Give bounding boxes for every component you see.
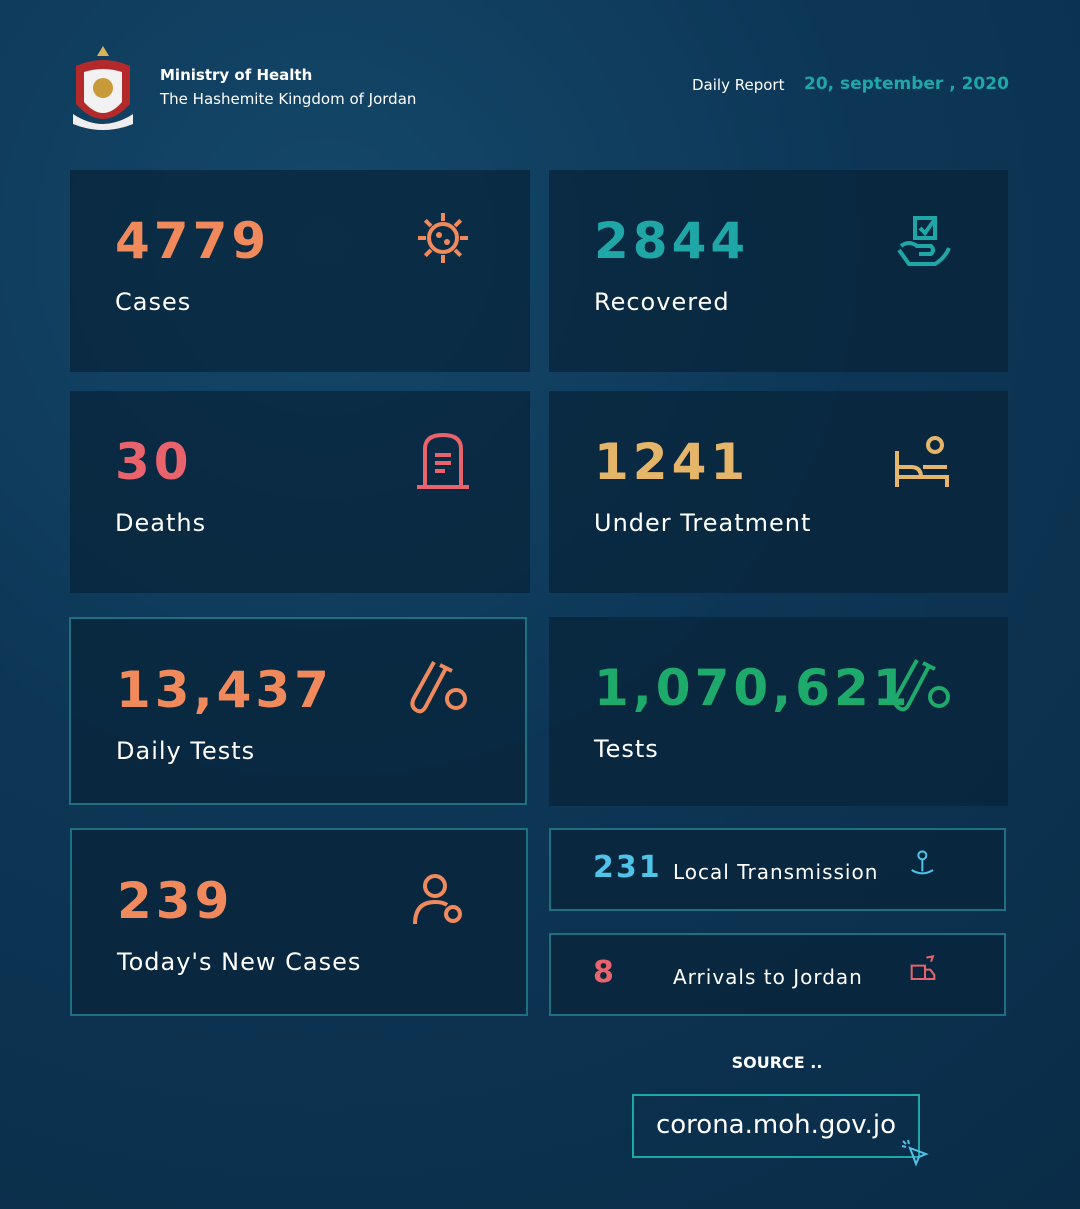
- org-name: Ministry of Health: [160, 66, 313, 84]
- stat-label: Daily Tests: [116, 737, 256, 765]
- stat-value: 1,070,621: [594, 659, 912, 717]
- source-label: SOURCE ..: [731, 1053, 823, 1072]
- stat-label: Under Treatment: [594, 509, 812, 537]
- stat-label: Local Transmission: [673, 860, 879, 884]
- stat-card: 1,070,621 Tests: [549, 617, 1008, 806]
- country-name: The Hashemite Kingdom of Jordan: [160, 90, 417, 108]
- stat-value: 239: [117, 872, 234, 930]
- stat-label: Today's New Cases: [117, 948, 362, 976]
- stat-label: Cases: [115, 288, 192, 316]
- card-icon: [897, 216, 951, 266]
- stat-value: 231: [593, 850, 662, 885]
- stat-label: Tests: [594, 735, 659, 763]
- stat-card: 2844 Recovered: [549, 170, 1008, 372]
- card-icon: [895, 436, 949, 487]
- stat-card: 30 Deaths: [70, 391, 530, 593]
- stat-card: 231 Local Transmission: [549, 828, 1006, 911]
- stat-label: Arrivals to Jordan: [673, 965, 863, 989]
- stat-card: 8 Arrivals to Jordan: [549, 933, 1006, 1016]
- stat-card: 13,437 Daily Tests: [69, 617, 527, 805]
- card-icon: [910, 955, 936, 980]
- stat-label: Recovered: [594, 288, 730, 316]
- stat-card: 239 Today's New Cases: [70, 828, 528, 1016]
- coat-of-arms: [73, 46, 133, 130]
- report-label: Daily Report: [692, 76, 785, 94]
- card-icon: [417, 432, 469, 489]
- stat-value: 8: [593, 955, 616, 990]
- cursor-icon: [901, 1139, 929, 1167]
- card-icon: [911, 850, 934, 875]
- card-icon: [418, 213, 468, 263]
- card-icon: [410, 661, 467, 714]
- stat-value: 30: [115, 433, 193, 491]
- stat-value: 1241: [594, 433, 750, 491]
- card-icon: [413, 874, 462, 925]
- report-date: 20, september , 2020: [804, 74, 1009, 94]
- stat-value: 4779: [115, 212, 271, 270]
- stat-card: 1241 Under Treatment: [549, 391, 1008, 593]
- stat-value: 2844: [594, 212, 750, 270]
- source-link[interactable]: corona.moh.gov.jo: [632, 1094, 920, 1158]
- stat-value: 13,437: [116, 661, 333, 719]
- stat-card: 4779 Cases: [70, 170, 530, 372]
- card-icon: [893, 659, 950, 712]
- stat-label: Deaths: [115, 509, 207, 537]
